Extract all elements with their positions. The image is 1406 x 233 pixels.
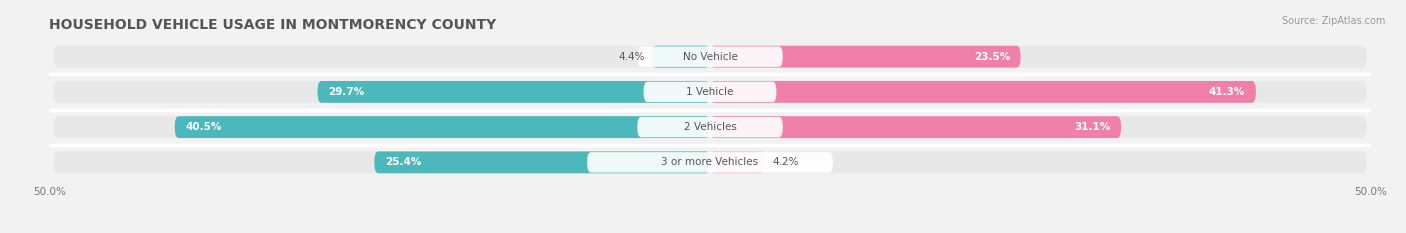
FancyBboxPatch shape (374, 151, 710, 173)
Text: 31.1%: 31.1% (1074, 122, 1111, 132)
Text: No Vehicle: No Vehicle (682, 52, 738, 62)
FancyBboxPatch shape (53, 116, 1367, 138)
Text: 41.3%: 41.3% (1209, 87, 1246, 97)
FancyBboxPatch shape (710, 116, 1121, 138)
Text: 3 or more Vehicles: 3 or more Vehicles (661, 157, 759, 167)
Text: 25.4%: 25.4% (385, 157, 422, 167)
FancyBboxPatch shape (710, 151, 765, 173)
FancyBboxPatch shape (644, 82, 776, 102)
Text: 29.7%: 29.7% (328, 87, 364, 97)
FancyBboxPatch shape (637, 117, 783, 137)
Text: 2 Vehicles: 2 Vehicles (683, 122, 737, 132)
FancyBboxPatch shape (710, 81, 1256, 103)
Text: 40.5%: 40.5% (186, 122, 222, 132)
Text: 1 Vehicle: 1 Vehicle (686, 87, 734, 97)
FancyBboxPatch shape (53, 81, 1367, 103)
FancyBboxPatch shape (588, 152, 832, 173)
FancyBboxPatch shape (318, 81, 710, 103)
Text: Source: ZipAtlas.com: Source: ZipAtlas.com (1281, 16, 1385, 26)
FancyBboxPatch shape (710, 46, 1021, 68)
Text: 4.4%: 4.4% (619, 52, 645, 62)
Text: HOUSEHOLD VEHICLE USAGE IN MONTMORENCY COUNTY: HOUSEHOLD VEHICLE USAGE IN MONTMORENCY C… (49, 18, 496, 32)
Text: 4.2%: 4.2% (772, 157, 799, 167)
FancyBboxPatch shape (53, 46, 1367, 68)
FancyBboxPatch shape (174, 116, 710, 138)
FancyBboxPatch shape (652, 46, 710, 68)
Text: 23.5%: 23.5% (974, 52, 1010, 62)
FancyBboxPatch shape (53, 151, 1367, 173)
FancyBboxPatch shape (637, 46, 783, 67)
